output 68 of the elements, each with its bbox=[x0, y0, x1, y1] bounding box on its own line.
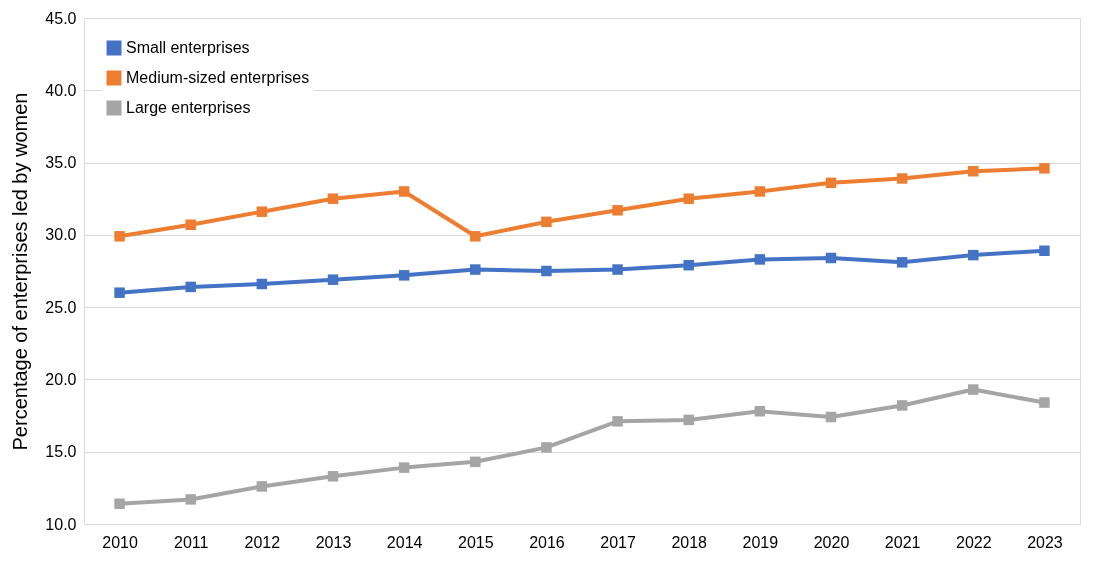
point bbox=[398, 270, 410, 281]
x-tick-label: 2021 bbox=[884, 533, 921, 551]
x-tick-label: 2015 bbox=[457, 533, 494, 551]
point bbox=[185, 219, 196, 230]
point bbox=[541, 216, 552, 228]
y-tick-label: 15.0 bbox=[45, 443, 77, 461]
x-tick-label: 2014 bbox=[386, 533, 423, 551]
point bbox=[327, 274, 339, 285]
y-tick-label: 45.0 bbox=[45, 9, 77, 27]
point bbox=[256, 481, 268, 492]
point bbox=[1039, 163, 1050, 174]
point bbox=[612, 264, 623, 275]
point bbox=[825, 252, 837, 264]
point bbox=[1039, 397, 1050, 408]
y-tick-label: 20.0 bbox=[45, 370, 77, 388]
point bbox=[968, 166, 979, 177]
x-tick-label: 2020 bbox=[813, 533, 850, 551]
point bbox=[968, 249, 979, 261]
y-tick-label: 30.0 bbox=[45, 226, 77, 244]
point bbox=[968, 384, 979, 395]
point bbox=[1039, 245, 1050, 256]
x-tick-label: 2012 bbox=[244, 533, 281, 551]
point bbox=[327, 193, 339, 204]
legend-label: Large enterprises bbox=[126, 99, 251, 116]
point bbox=[398, 186, 410, 197]
point bbox=[825, 177, 837, 189]
point bbox=[256, 278, 268, 290]
point bbox=[470, 264, 481, 275]
point bbox=[541, 442, 552, 453]
x-tick-label: 2016 bbox=[529, 533, 565, 551]
x-tick-label: 2013 bbox=[315, 533, 352, 551]
point bbox=[754, 186, 766, 197]
legend-label: Small enterprises bbox=[126, 39, 250, 56]
x-tick-label: 2022 bbox=[955, 533, 992, 551]
point bbox=[896, 173, 908, 184]
point bbox=[256, 206, 268, 217]
point bbox=[896, 400, 908, 411]
x-tick-label: 2017 bbox=[600, 533, 636, 551]
point bbox=[114, 231, 125, 242]
point bbox=[825, 411, 837, 423]
legend-label: Medium-sized enterprises bbox=[126, 69, 310, 86]
point bbox=[683, 259, 694, 271]
y-tick-label: 10.0 bbox=[45, 515, 77, 533]
x-tick-label: 2010 bbox=[102, 533, 138, 551]
x-tick-label: 2019 bbox=[742, 533, 779, 551]
y-tick-label: 25.0 bbox=[45, 298, 77, 316]
point bbox=[612, 205, 623, 216]
point bbox=[185, 281, 196, 293]
point bbox=[754, 405, 766, 417]
y-tick-label: 35.0 bbox=[45, 154, 77, 172]
point bbox=[896, 257, 908, 268]
point bbox=[398, 462, 410, 473]
y-axis-title: Percentage of enterprises led by women bbox=[9, 92, 32, 451]
point bbox=[470, 231, 481, 242]
x-tick-label: 2018 bbox=[671, 533, 708, 551]
point bbox=[683, 414, 694, 426]
point bbox=[683, 193, 694, 204]
point bbox=[327, 471, 339, 482]
x-tick-label: 2011 bbox=[174, 533, 209, 551]
point bbox=[185, 494, 196, 505]
point bbox=[754, 254, 766, 265]
x-tick-label: 2023 bbox=[1027, 533, 1063, 551]
point bbox=[612, 416, 623, 427]
point bbox=[541, 265, 552, 277]
y-tick-label: 40.0 bbox=[45, 81, 77, 99]
point bbox=[470, 456, 481, 468]
point bbox=[114, 287, 125, 298]
point bbox=[114, 498, 125, 509]
